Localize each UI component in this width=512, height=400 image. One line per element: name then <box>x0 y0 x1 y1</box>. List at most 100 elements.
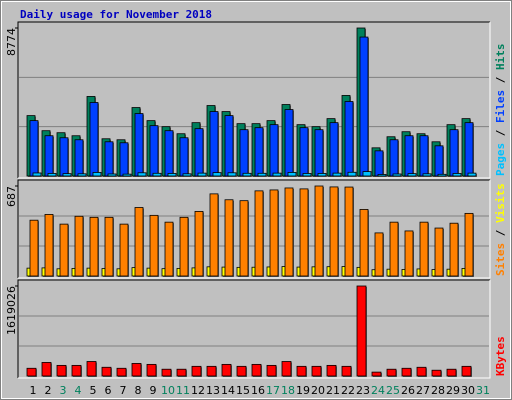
bar <box>377 174 387 177</box>
bar <box>182 173 192 177</box>
bar <box>92 172 102 177</box>
x-tick-label: 24 <box>371 384 385 397</box>
x-tick-label: 11 <box>176 384 190 397</box>
bar <box>434 145 444 177</box>
y-tick-label: 8774 <box>5 28 18 56</box>
bar <box>134 113 144 177</box>
bar <box>341 365 352 377</box>
x-tick-label: 13 <box>206 384 220 397</box>
x-tick-label: 5 <box>90 384 97 397</box>
bar <box>362 171 372 177</box>
bar <box>194 128 204 177</box>
bar <box>314 185 324 277</box>
bar <box>227 172 237 177</box>
bar <box>359 209 369 277</box>
bar <box>62 173 72 177</box>
bar <box>224 199 234 277</box>
bar <box>332 172 342 177</box>
x-tick-label: 21 <box>326 384 340 397</box>
bar <box>71 364 82 377</box>
panel-edge-light <box>18 180 491 279</box>
legend-entry: Hits <box>494 44 507 71</box>
bar <box>104 216 114 277</box>
panel <box>18 180 490 278</box>
bar <box>449 129 459 177</box>
bar <box>29 219 39 277</box>
x-tick-label: 8 <box>135 384 142 397</box>
bar <box>374 232 384 277</box>
x-tick-label: 15 <box>236 384 250 397</box>
bar <box>119 223 129 277</box>
bar <box>347 171 357 177</box>
bar <box>104 141 114 177</box>
bar <box>326 364 337 377</box>
bar <box>32 172 42 177</box>
bar <box>176 368 187 377</box>
bar <box>431 369 442 377</box>
x-tick-label: 26 <box>401 384 415 397</box>
x-tick-label: 7 <box>120 384 127 397</box>
bar <box>401 367 412 377</box>
legend-separator: / <box>494 123 507 143</box>
x-tick-label: 23 <box>356 384 370 397</box>
bar <box>107 173 117 177</box>
bar <box>44 214 54 277</box>
bar <box>29 120 39 177</box>
x-tick-label: 12 <box>191 384 205 397</box>
bar <box>254 127 264 177</box>
x-tick-label: 6 <box>105 384 112 397</box>
bar <box>287 172 297 177</box>
bar <box>452 173 462 177</box>
x-tick-label: 10 <box>161 384 175 397</box>
x-tick-label: 2 <box>45 384 52 397</box>
bar <box>299 188 309 277</box>
bar <box>161 368 172 377</box>
y-tick-label: 1619026 <box>5 286 18 335</box>
x-tick-label: 19 <box>296 384 310 397</box>
bar <box>269 189 279 277</box>
bar <box>389 221 399 277</box>
bar <box>254 190 264 277</box>
panel-edge-light <box>18 280 491 379</box>
legend-entry: Files <box>494 90 507 123</box>
bar <box>209 193 219 277</box>
bar <box>137 172 147 177</box>
legend-entry: Sites <box>494 243 507 276</box>
bar <box>239 200 249 277</box>
x-tick-label: 16 <box>251 384 265 397</box>
bar <box>467 172 477 177</box>
bar <box>101 366 112 377</box>
x-tick-label: 1 <box>30 384 37 397</box>
panel-edge-dark <box>17 21 490 178</box>
legend-entry: KBytes <box>494 336 507 376</box>
bar <box>89 216 99 277</box>
bar <box>26 367 37 377</box>
bar <box>446 368 457 377</box>
bar <box>164 130 174 177</box>
bar <box>296 365 307 377</box>
bar <box>77 173 87 177</box>
panel-edge-light <box>18 22 491 179</box>
bar <box>41 362 52 377</box>
x-tick-label: 28 <box>431 384 445 397</box>
bar <box>434 227 444 277</box>
bar <box>404 230 414 277</box>
bar <box>281 361 292 377</box>
panel <box>18 280 490 378</box>
bar <box>179 216 189 277</box>
bar <box>419 221 429 277</box>
bar <box>311 365 322 377</box>
bar <box>146 363 157 377</box>
bar <box>449 222 459 277</box>
bar <box>269 124 279 177</box>
bar <box>149 125 159 177</box>
bar <box>389 139 399 177</box>
bar <box>119 142 129 177</box>
bar <box>392 173 402 177</box>
bar <box>242 172 252 177</box>
x-tick-label: 29 <box>446 384 460 397</box>
bar <box>356 285 367 377</box>
bar <box>59 223 69 277</box>
